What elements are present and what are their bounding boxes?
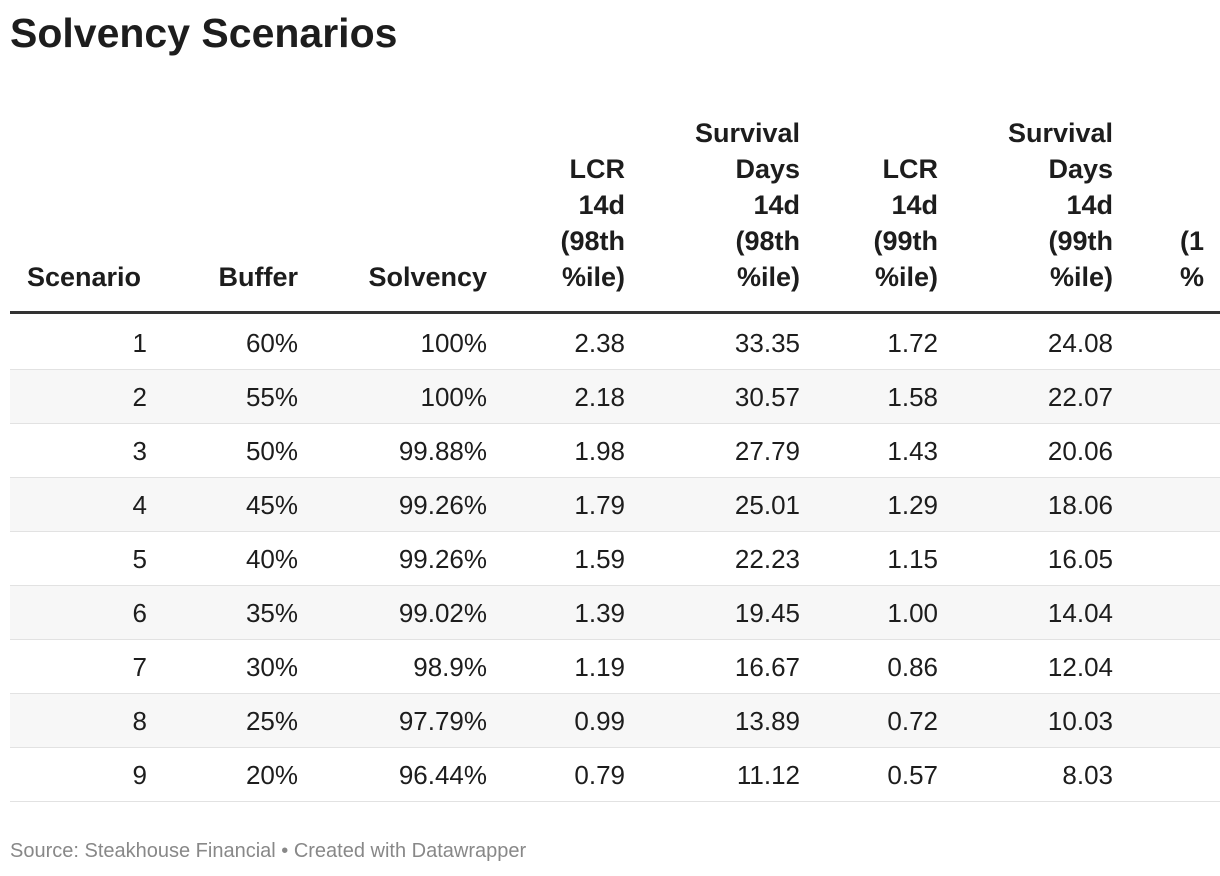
cell: 2.18 [574,382,625,412]
column-header: Buffer [218,262,299,292]
cell: 98.9% [413,652,487,682]
column-header: (99th [1048,226,1113,256]
cell: 12.04 [1047,652,1113,682]
cell: 96.44% [398,760,487,790]
row-background [10,586,1220,640]
cell: 24.08 [1047,328,1113,358]
cell: 1 [132,328,147,358]
cell: 99.88% [398,436,487,466]
title: Solvency Scenarios [10,10,398,56]
cell: 25.01 [734,490,800,520]
column-header: (98th [735,226,800,256]
cell: 27.79 [734,436,800,466]
cell: 1.98 [574,436,625,466]
row-background [10,478,1220,532]
cell: 11.12 [736,760,800,790]
cell: 25% [245,706,298,736]
column-header: %ile) [561,262,625,292]
cell: 1.58 [887,382,938,412]
cell: 19.45 [734,598,800,628]
column-header: 14d [753,190,800,220]
cell: 5 [132,544,147,574]
column-header: %ile) [736,262,800,292]
cell: 30% [245,652,298,682]
cell: 99.02% [398,598,487,628]
column-header: (99th [873,226,938,256]
cell: 1.39 [574,598,625,628]
row-background [10,640,1220,694]
column-header: Scenario [27,262,142,292]
column-header: LCR [882,154,939,184]
cell: 1.29 [887,490,938,520]
cell: 0.86 [887,652,938,682]
column-header: Solvency [368,262,487,292]
row-background [10,532,1220,586]
cell: 22.07 [1047,382,1113,412]
cell: 1.79 [574,490,625,520]
row-background [10,694,1220,748]
cell: 10.03 [1047,706,1113,736]
column-header: % [1180,262,1205,292]
column-header: %ile) [874,262,938,292]
cell: 2 [132,382,147,412]
cell: 100% [420,382,488,412]
cell: 20% [245,760,298,790]
column-header: %ile) [1049,262,1113,292]
cell: 4 [132,490,147,520]
column-header: 14d [578,190,625,220]
cell: 99.26% [398,490,487,520]
column-header: Survival [694,118,800,148]
cell: 1.19 [574,652,625,682]
column-header: (1 [1180,226,1205,256]
column-header: 14d [891,190,938,220]
row-background [10,370,1220,424]
cell: 8.03 [1062,760,1113,790]
column-header: Survival [1007,118,1113,148]
cell: 16.05 [1047,544,1113,574]
cell: 50% [245,436,298,466]
column-header: 14d [1066,190,1113,220]
column-header: Days [1048,154,1113,184]
cell: 0.99 [574,706,625,736]
cell: 1.59 [574,544,625,574]
cell: 100% [420,328,488,358]
cell: 22.23 [734,544,800,574]
cell: 35% [245,598,298,628]
source-note: Source: Steakhouse Financial • Created w… [10,840,527,862]
cell: 18.06 [1047,490,1113,520]
cell: 40% [245,544,298,574]
cell: 1.15 [887,544,938,574]
cell: 1.72 [887,328,938,358]
cell: 3 [132,436,147,466]
cell: 20.06 [1047,436,1113,466]
row-background [10,424,1220,478]
header-rule [10,311,1220,314]
cell: 6 [132,598,147,628]
cell: 13.89 [734,706,800,736]
cell: 99.26% [398,544,487,574]
cell: 1.00 [887,598,938,628]
cell: 60% [245,328,298,358]
column-header: Days [735,154,800,184]
column-header: (98th [560,226,625,256]
cell: 8 [132,706,147,736]
cell: 0.79 [574,760,625,790]
cell: 0.72 [887,706,938,736]
cell: 55% [245,382,298,412]
row-background [10,316,1220,370]
cell: 14.04 [1047,598,1113,628]
cell: 33.35 [734,328,800,358]
row-background [10,748,1220,802]
cell: 0.57 [887,760,938,790]
cell: 30.57 [734,382,800,412]
column-header: LCR [569,154,626,184]
cell: 45% [245,490,298,520]
cell: 2.38 [574,328,625,358]
cell: 7 [132,652,147,682]
cell: 16.67 [734,652,800,682]
cell: 97.79% [398,706,487,736]
cell: 1.43 [887,436,938,466]
cell: 9 [132,760,147,790]
